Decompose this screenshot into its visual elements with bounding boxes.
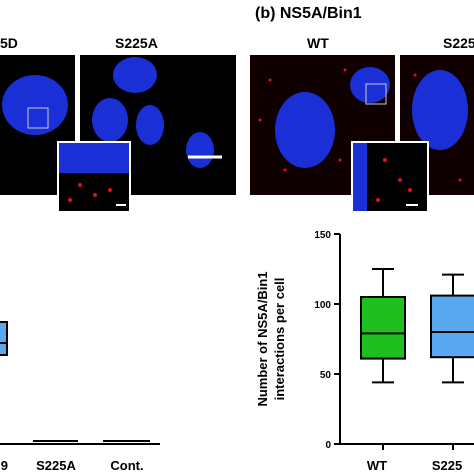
panel-title: (b) NS5A/Bin1 [255,5,362,22]
image-label: S225 [443,35,474,51]
image-label: 5D [0,35,18,51]
x-tick-label: WT [367,458,387,473]
panel-a-plot [0,321,160,445]
x-tick-label: Cont. [110,458,143,473]
y-axis-label: Number of NS5A/Bin1 [255,271,270,406]
box-chart: 0 50 100 150 Number of NS5A/Bin1 interactions… [255,230,474,473]
x-tick-label: S225A [36,458,76,473]
x-tick-label: S225 [432,458,462,473]
x-tick-label: 9 [1,458,8,473]
box [360,296,406,360]
y-tick-label: 0 [325,440,331,451]
image-label: WT [307,35,329,51]
y-tick-label: 150 [314,230,331,241]
y-tick-label: 100 [314,300,331,311]
y-tick-label: 50 [320,370,332,381]
image-label: S225A [115,35,158,51]
microscopy-images [0,55,474,213]
y-axis-label: interactions per cell [272,278,287,401]
box [430,294,474,359]
